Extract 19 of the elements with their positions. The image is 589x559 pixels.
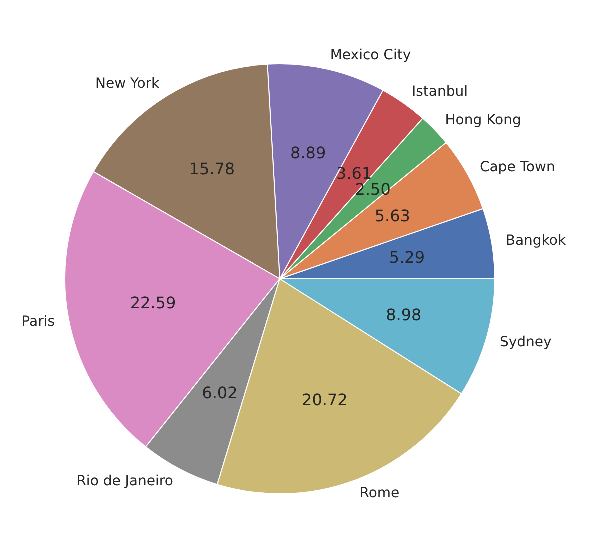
slice-label: New York <box>96 76 161 92</box>
slice-label: Bangkok <box>506 233 567 250</box>
data-label: 5.63 <box>374 206 410 226</box>
slice-label: Hong Kong <box>445 112 522 128</box>
data-label: 8.98 <box>386 305 422 324</box>
data-label: 22.59 <box>130 294 176 313</box>
data-label: 3.61 <box>336 164 372 184</box>
slice-label: Rome <box>360 486 400 502</box>
data-label: 5.29 <box>389 248 426 268</box>
data-label: 15.78 <box>189 160 236 179</box>
data-label: 8.89 <box>290 144 326 163</box>
slice-label: Paris <box>22 314 56 330</box>
slice-label: Istanbul <box>412 84 468 100</box>
data-label: 20.72 <box>302 390 348 410</box>
data-label: 6.02 <box>202 384 238 403</box>
slice-label: Mexico City <box>330 48 412 64</box>
slice-label: Cape Town <box>480 159 556 176</box>
slice-label: Sydney <box>500 334 552 351</box>
slice-label: Rio de Janeiro <box>76 474 174 490</box>
